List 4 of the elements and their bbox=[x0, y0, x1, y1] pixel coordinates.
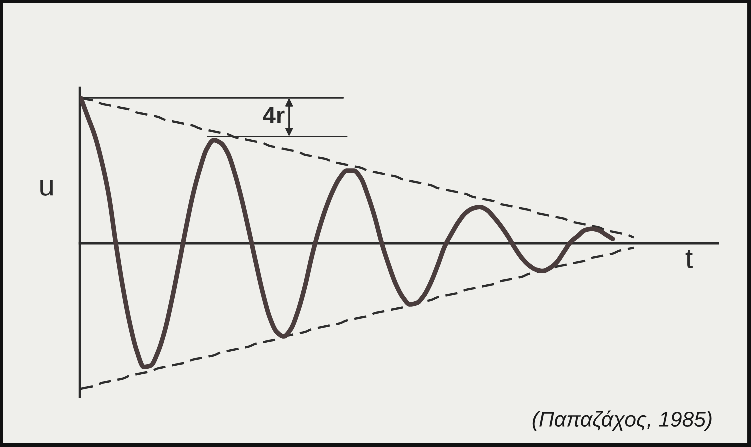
text: (Παπαζάχος, 1985) bbox=[532, 410, 712, 432]
annotation: 4r bbox=[263, 107, 285, 124]
y-axis-title: u bbox=[40, 180, 53, 196]
x-axis-title: t bbox=[686, 250, 693, 268]
